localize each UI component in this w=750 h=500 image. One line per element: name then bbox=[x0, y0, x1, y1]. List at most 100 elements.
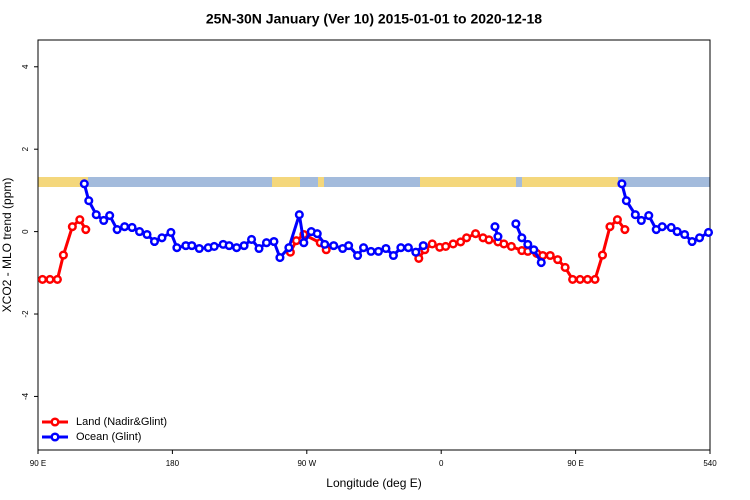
point bbox=[470, 229, 481, 239]
point bbox=[694, 233, 705, 243]
y-tick-label: -4 bbox=[21, 392, 30, 400]
ocean-strip bbox=[38, 177, 710, 187]
point bbox=[666, 222, 676, 233]
legend-label: Ocean (Glint) bbox=[76, 431, 141, 443]
point bbox=[605, 222, 615, 232]
x-tick-label: 180 bbox=[166, 459, 180, 468]
series-line bbox=[82, 183, 425, 261]
point bbox=[284, 243, 294, 253]
point bbox=[617, 179, 627, 189]
point bbox=[484, 235, 494, 245]
point bbox=[52, 274, 62, 284]
point bbox=[523, 239, 533, 249]
point bbox=[499, 239, 509, 249]
point bbox=[299, 238, 309, 248]
y-tick-label: -2 bbox=[21, 310, 30, 318]
point bbox=[545, 250, 555, 261]
point bbox=[462, 233, 472, 243]
point bbox=[687, 236, 697, 247]
point bbox=[511, 219, 521, 229]
point bbox=[381, 243, 391, 254]
land-ocean-strip bbox=[38, 177, 710, 187]
point bbox=[127, 222, 137, 233]
point bbox=[538, 250, 548, 261]
point bbox=[134, 227, 145, 237]
y-tick-label: 4 bbox=[21, 64, 30, 69]
point bbox=[45, 274, 55, 284]
point bbox=[411, 247, 421, 257]
land-strip bbox=[318, 177, 324, 187]
point bbox=[590, 274, 600, 284]
point bbox=[142, 229, 152, 240]
point bbox=[294, 210, 304, 220]
y-tick-label: 2 bbox=[21, 146, 30, 151]
point bbox=[636, 215, 646, 226]
point bbox=[239, 241, 249, 251]
point bbox=[396, 243, 406, 253]
land-strip bbox=[38, 177, 88, 187]
x-tick-label: 90 E bbox=[567, 459, 583, 468]
point bbox=[81, 224, 91, 235]
series-line bbox=[42, 217, 88, 281]
legend-label: Land (Nadir&Glint) bbox=[76, 416, 167, 428]
point bbox=[91, 210, 101, 220]
point bbox=[621, 196, 631, 206]
land-strip bbox=[272, 177, 300, 187]
point bbox=[269, 236, 279, 247]
point bbox=[358, 243, 369, 253]
legend-marker bbox=[50, 432, 60, 442]
y-tick-label: 0 bbox=[21, 229, 30, 234]
legend-marker bbox=[50, 417, 60, 427]
point bbox=[112, 224, 122, 235]
plot-frame bbox=[37, 39, 711, 451]
point bbox=[612, 215, 622, 225]
point bbox=[553, 255, 563, 265]
point bbox=[427, 239, 437, 249]
point bbox=[353, 250, 363, 261]
legend-item: Land (Nadir&Glint) bbox=[42, 416, 167, 428]
point bbox=[166, 227, 176, 237]
point bbox=[75, 215, 85, 225]
point bbox=[312, 229, 322, 239]
point bbox=[582, 274, 593, 284]
point bbox=[536, 257, 546, 268]
x-tick-label: 90 E bbox=[30, 459, 46, 468]
point bbox=[575, 274, 585, 284]
point bbox=[657, 222, 667, 232]
x-tick-label: 0 bbox=[439, 459, 444, 468]
x-tick-label: 90 W bbox=[297, 459, 316, 468]
y-axis-label: XCO2 - MLO trend (ppm) bbox=[0, 178, 14, 313]
point bbox=[680, 229, 690, 240]
point bbox=[366, 246, 376, 256]
point bbox=[99, 215, 109, 226]
point bbox=[418, 241, 428, 251]
point bbox=[344, 241, 354, 251]
point bbox=[403, 243, 413, 253]
point bbox=[232, 243, 242, 253]
point bbox=[172, 243, 182, 253]
point bbox=[261, 238, 272, 248]
point bbox=[568, 274, 578, 284]
point bbox=[149, 236, 160, 247]
point bbox=[67, 222, 77, 232]
point bbox=[275, 253, 285, 263]
land-strip bbox=[420, 177, 516, 187]
point bbox=[105, 210, 115, 221]
land-strip bbox=[522, 177, 618, 187]
point bbox=[320, 239, 330, 249]
point bbox=[597, 250, 608, 260]
point bbox=[490, 222, 500, 232]
point bbox=[329, 241, 339, 251]
point bbox=[291, 236, 301, 246]
legend-item: Ocean (Glint) bbox=[42, 431, 141, 443]
point bbox=[224, 241, 234, 251]
point bbox=[506, 241, 516, 251]
point bbox=[620, 224, 630, 235]
point bbox=[529, 245, 539, 255]
point bbox=[493, 232, 503, 242]
point bbox=[254, 243, 264, 254]
point bbox=[456, 237, 466, 247]
point bbox=[517, 233, 527, 243]
